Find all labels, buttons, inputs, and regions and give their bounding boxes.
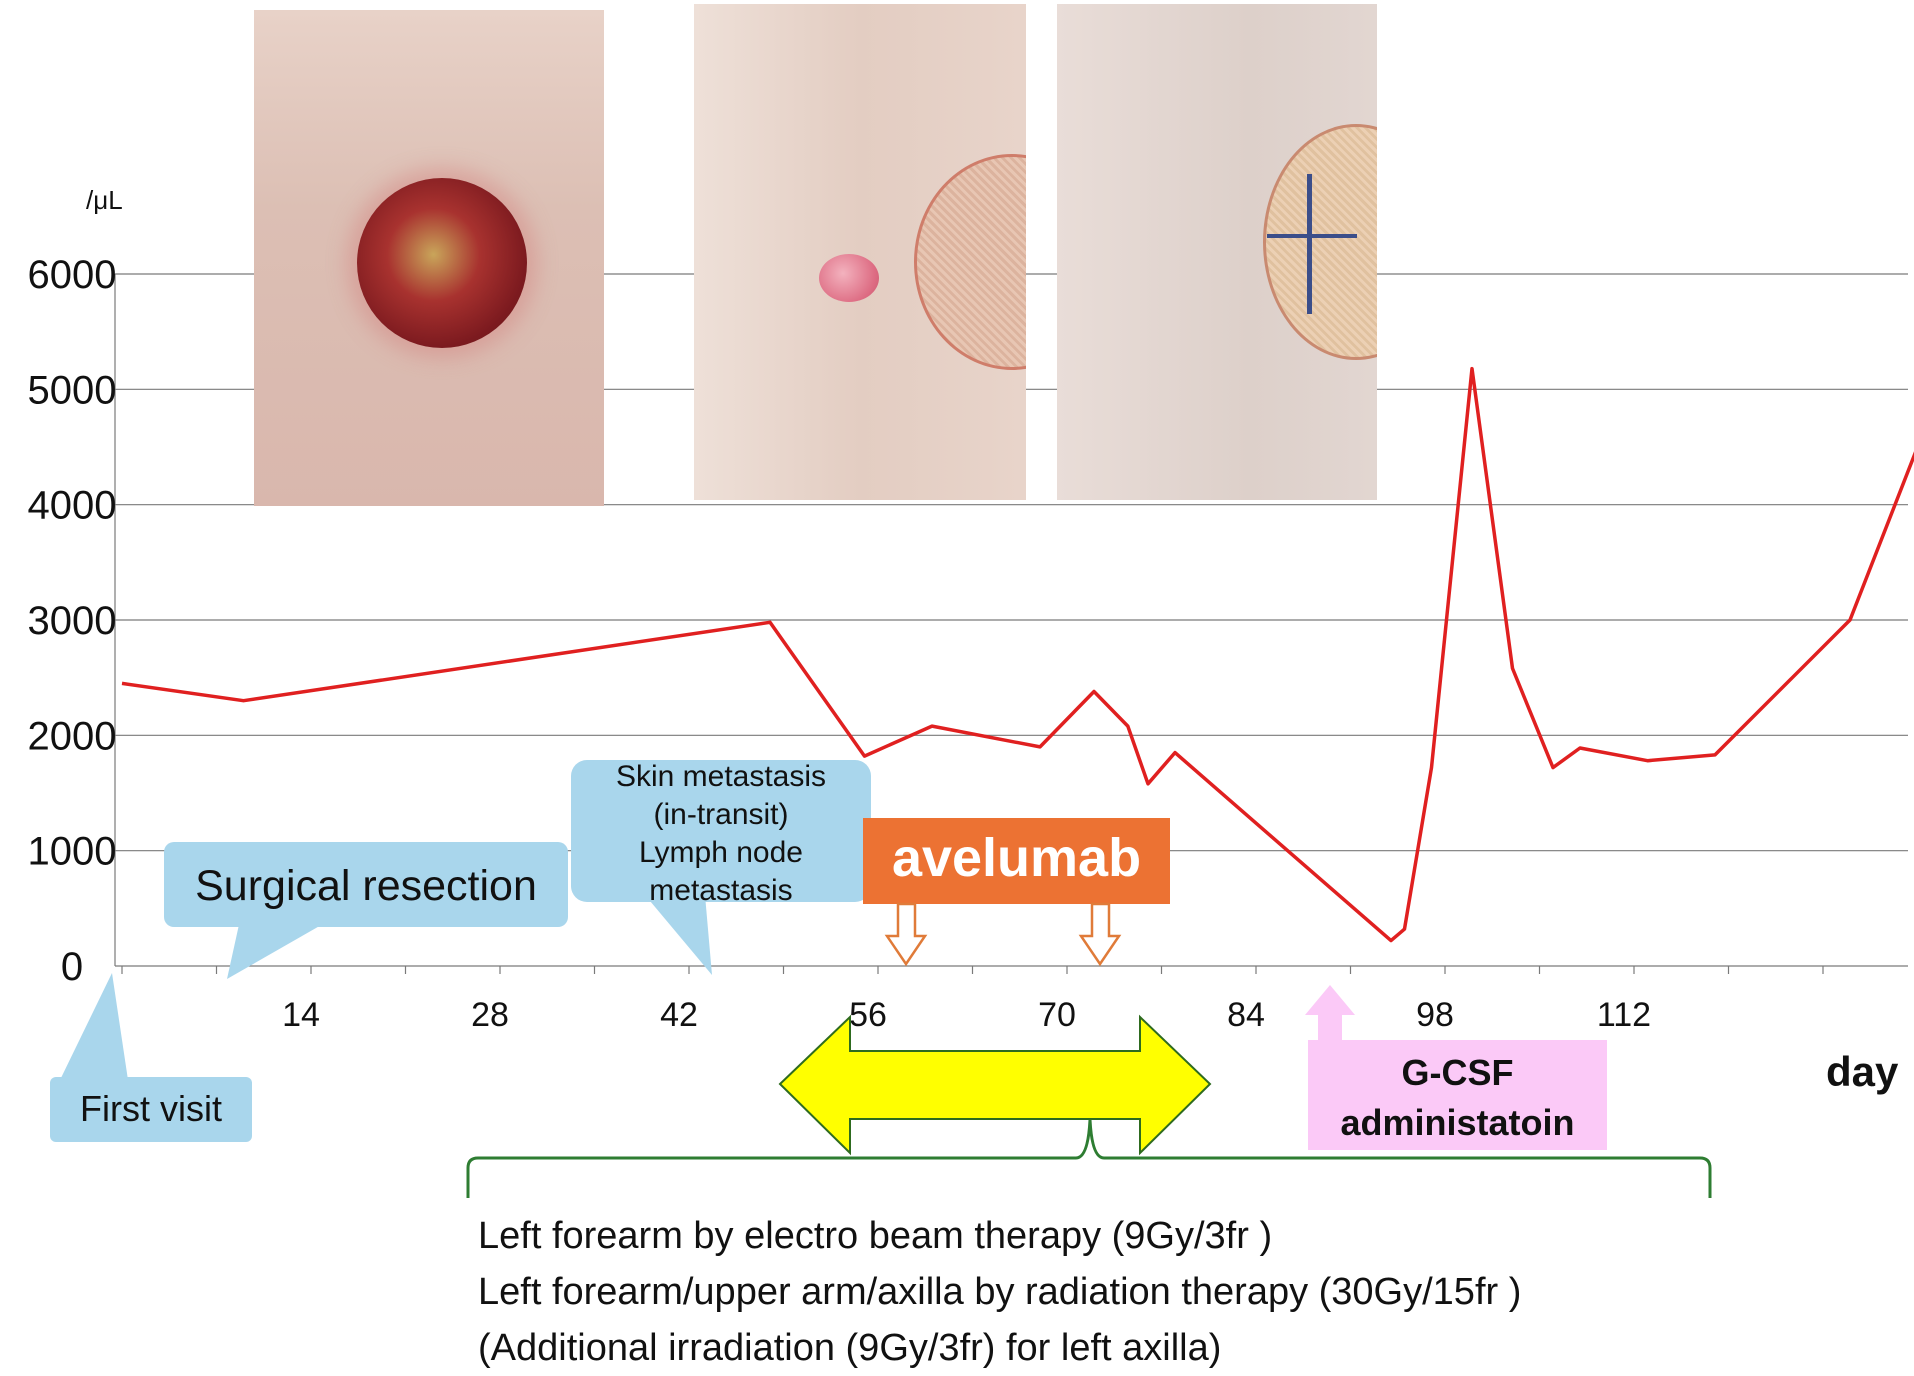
gcsf-label: G-CSF administatoin: [1308, 1048, 1607, 1148]
skin-metastasis-line-3: Lymph node: [571, 834, 871, 872]
photo-lesion-1: [254, 10, 604, 506]
x-tick-label: 84: [1227, 996, 1265, 1034]
skin-metastasis-line-4: metastasis: [571, 872, 871, 910]
graft-site: [914, 154, 1026, 370]
skin-metastasis-line-2: (in-transit): [571, 796, 871, 834]
photo-lesion-3: [1057, 4, 1377, 500]
y-unit-label: /μL: [86, 185, 123, 216]
x-axis-title: day: [1826, 1048, 1898, 1096]
x-tick-label: 98: [1416, 996, 1454, 1034]
x-tick-label: 112: [1597, 996, 1651, 1034]
y-tick-label: 5000: [28, 368, 117, 412]
x-tick-label: 42: [660, 996, 698, 1034]
y-tick-label: 6000: [28, 253, 117, 297]
therapy-line-3: (Additional irradiation (9Gy/3fr) for le…: [478, 1320, 1521, 1376]
first-visit-label: First visit: [50, 1088, 252, 1130]
avelumab-label: avelumab: [863, 827, 1170, 889]
gcsf-line-2: administatoin: [1308, 1098, 1607, 1148]
y-tick-label: 3000: [28, 599, 117, 643]
tumor-mass: [357, 178, 527, 348]
y-tick-label: 0: [61, 945, 83, 989]
skin-metastasis-line-1: Skin metastasis: [571, 758, 871, 796]
x-tick-label: 70: [1038, 996, 1076, 1034]
x-tick-label: 56: [849, 996, 887, 1034]
x-tick-labels: 14 28 42 56 70 84 98 112: [282, 996, 1651, 1034]
avelumab-dose-arrow-2: [1081, 904, 1119, 964]
y-tick-label: 1000: [28, 830, 117, 874]
gcsf-up-arrow: [1305, 985, 1355, 1045]
therapy-notes: Left forearm by electro beam therapy (9G…: [478, 1208, 1521, 1376]
graft-site-marked: [1263, 124, 1377, 360]
y-tick-label: 4000: [28, 484, 117, 528]
skin-nodule: [819, 254, 879, 302]
gcsf-line-1: G-CSF: [1308, 1048, 1607, 1098]
y-tick-labels: 0 1000 2000 3000 4000 5000 6000: [28, 253, 117, 989]
therapy-line-2: Left forearm/upper arm/axilla by radiati…: [478, 1264, 1521, 1320]
marker-line-horizontal: [1267, 234, 1357, 238]
x-tick-label: 28: [471, 996, 509, 1034]
photo-lesion-2: [694, 4, 1026, 500]
x-tick-label: 14: [282, 996, 320, 1034]
avelumab-dose-arrow-1: [887, 904, 925, 964]
y-tick-label: 2000: [28, 714, 117, 758]
therapy-line-1: Left forearm by electro beam therapy (9G…: [478, 1208, 1521, 1264]
therapy-period-double-arrow: [780, 1017, 1210, 1153]
marker-line-vertical: [1307, 174, 1312, 314]
skin-metastasis-label: Skin metastasis (in-transit) Lymph node …: [571, 758, 871, 910]
surgical-resection-label: Surgical resection: [164, 862, 568, 911]
